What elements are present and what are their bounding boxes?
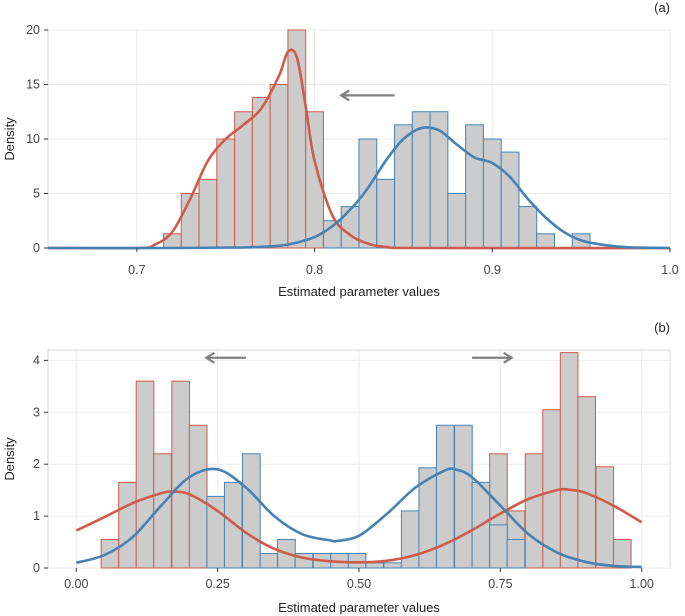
x-tick-label: 0.7 [128, 263, 145, 277]
histogram-bar-blue [365, 562, 384, 569]
x-tick-label: 1.0 [661, 263, 678, 277]
histogram-bar-blue [206, 495, 226, 569]
y-tick-label: 0 [33, 241, 40, 255]
y-tick-label: 0 [33, 561, 40, 575]
y-tick-label: 10 [26, 132, 40, 146]
histogram-bar-blue [347, 552, 367, 569]
y-tick-label: 4 [33, 353, 40, 367]
histogram-bar-blue [454, 424, 473, 569]
histogram-bar-blue [358, 138, 378, 249]
panel-a: 0 5 10 15 20 0.7 0.8 0.9 1.0 Estimated parameter … [2, 0, 679, 299]
y-tick-label: 2 [33, 457, 40, 471]
histogram-bar-red [163, 233, 182, 249]
histogram-bar-blue [447, 193, 467, 249]
y-tick-label: 5 [33, 187, 40, 201]
density-curve-red [75, 487, 643, 564]
x-axis-title: Estimated parameter values [278, 284, 440, 299]
y-tick-label: 15 [26, 78, 40, 92]
x-tick-label: 1.00 [630, 577, 654, 591]
density-curve-blue [75, 467, 642, 569]
histogram-bar-blue [340, 206, 360, 249]
histogram-bar-red [595, 466, 615, 569]
histogram-bar-red [234, 111, 253, 249]
histogram-bar-red [287, 29, 307, 249]
y-tick-label: 1 [33, 509, 40, 523]
histogram-bar-blue [482, 138, 502, 249]
histogram-bar-red [171, 380, 190, 569]
x-axis-title: Estimated parameter values [278, 600, 440, 615]
histogram-bar-blue [506, 538, 526, 569]
x-tick-label: 0.50 [347, 577, 371, 591]
panel-label: (b) [654, 320, 670, 335]
histogram-bar-red [612, 538, 632, 569]
density-curve-red [47, 48, 671, 250]
panel-b: 0 1 2 3 4 0.00 0.25 0.50 0.75 1.00 Estimated param… [2, 320, 671, 615]
histogram-bar-red [577, 396, 596, 569]
histogram-bar-blue [536, 233, 555, 249]
arrow-left-icon [339, 89, 350, 102]
histogram-bar-blue [411, 111, 431, 249]
panel-label: (a) [654, 0, 670, 15]
histogram-bar-blue [223, 481, 243, 569]
histogram-bar-red [118, 481, 137, 569]
x-tick-label: 0.8 [306, 263, 323, 277]
arrow-right-icon [503, 351, 514, 364]
y-tick-label: 20 [26, 23, 40, 37]
histogram-bar-blue [518, 206, 538, 249]
x-tick-label: 0.25 [205, 577, 229, 591]
histogram-bar-red [216, 138, 236, 249]
y-axis-title: Density [2, 437, 17, 481]
histogram-bar-blue [429, 111, 449, 249]
histogram-bar-blue [400, 510, 420, 569]
x-tick-label: 0.00 [64, 577, 88, 591]
histogram-bar-blue [259, 552, 279, 569]
histogram-bar-blue [242, 453, 261, 569]
histogram-bar-red [559, 352, 579, 569]
x-tick-label: 0.75 [488, 577, 512, 591]
y-tick-label: 3 [33, 405, 40, 419]
x-tick-label: 0.9 [484, 263, 501, 277]
histogram-bar-blue [465, 124, 484, 249]
histogram-bar-blue [500, 151, 520, 249]
histogram-bar-red [198, 178, 218, 249]
y-axis-title: Density [2, 117, 17, 161]
histogram-bar-red [524, 453, 544, 569]
histogram-bar-red [251, 97, 271, 249]
histogram-bar-red [269, 84, 289, 249]
histogram-bar-blue [376, 178, 396, 249]
histogram-bar-blue [489, 524, 508, 569]
histogram-bar-blue [383, 562, 403, 569]
histogram-bar-red [135, 380, 155, 569]
density-curve-blue [47, 126, 671, 250]
histogram-bar-blue [394, 124, 413, 249]
arrow-left-icon [204, 351, 215, 364]
